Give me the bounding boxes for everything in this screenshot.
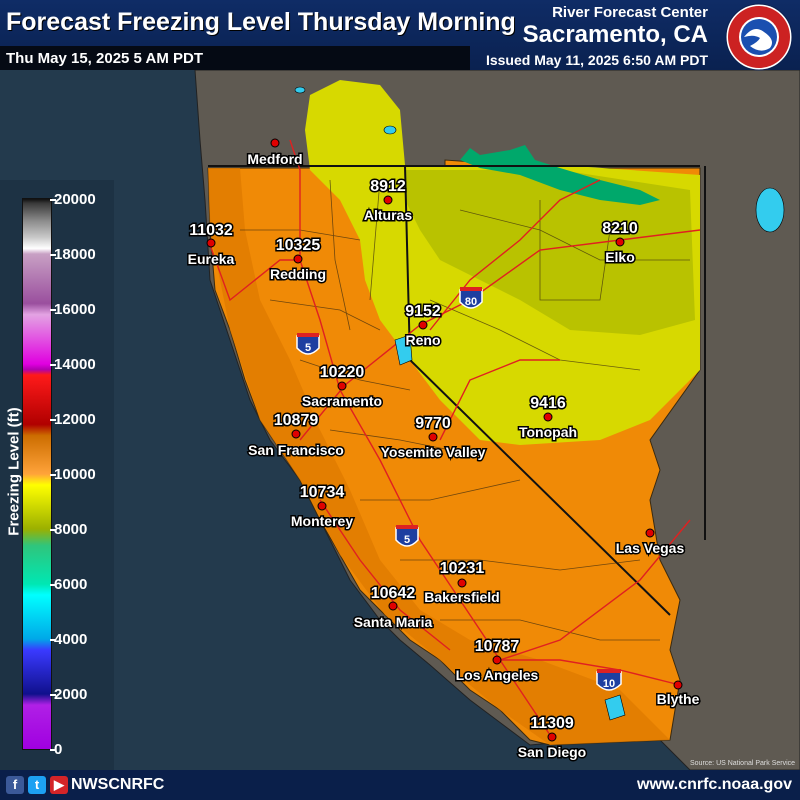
city-santa-maria: 10642 Santa Maria bbox=[352, 584, 434, 632]
color-legend: Freezing Level (ft) 20000 18000 16000 14… bbox=[0, 180, 114, 770]
city-eureka: 11032 Eureka bbox=[186, 221, 236, 269]
twitter-icon[interactable]: t bbox=[28, 776, 46, 794]
i10-shield-icon: 10 bbox=[596, 669, 622, 691]
city-bakersfield: 10231 Bakersfield bbox=[423, 559, 501, 607]
city-reno: 9152 Reno bbox=[404, 302, 443, 350]
city-name: Sacramento bbox=[302, 393, 382, 409]
city-san-francisco: 10879 San Francisco bbox=[247, 411, 346, 460]
i80-shield-icon: 80 bbox=[459, 287, 483, 309]
youtube-icon[interactable]: ▶ bbox=[50, 776, 68, 794]
city-name: Medford bbox=[247, 151, 302, 167]
city-name: Las Vegas bbox=[616, 540, 685, 556]
freezing-value: 9152 bbox=[405, 303, 441, 320]
city-name: Bakersfield bbox=[424, 589, 499, 605]
legend-tick: 2000 bbox=[50, 686, 114, 703]
office-location: Sacramento, CA bbox=[522, 21, 708, 48]
city-alturas: 8912 Alturas bbox=[362, 177, 413, 225]
city-san-diego: 11309 San Diego bbox=[516, 714, 587, 762]
freezing-value: 10325 bbox=[276, 237, 321, 254]
freezing-value: 10787 bbox=[475, 638, 520, 655]
city-name: Blythe bbox=[657, 691, 700, 707]
freezing-value: 10734 bbox=[300, 484, 345, 501]
city-las-vegas: Las Vegas bbox=[614, 528, 686, 558]
city-medford: Medford bbox=[246, 138, 304, 169]
i5-shield-icon: 5 bbox=[395, 525, 419, 547]
organization-name: River Forecast Center bbox=[552, 4, 708, 21]
interstate-shields: 80 5 5 10 bbox=[296, 287, 622, 691]
legend-tick: 6000 bbox=[50, 576, 114, 593]
city-name: Reno bbox=[406, 332, 441, 348]
page-title: Forecast Freezing Level Thursday Morning bbox=[6, 8, 516, 36]
city-los-angeles: 10787 Los Angeles bbox=[454, 637, 540, 685]
freezing-value: 10220 bbox=[320, 364, 365, 381]
valid-time: Thu May 15, 2025 5 AM PDT bbox=[6, 50, 204, 67]
facebook-icon[interactable]: f bbox=[6, 776, 24, 794]
legend-tick: 18000 bbox=[50, 246, 114, 263]
freezing-value: 10879 bbox=[274, 412, 319, 429]
freezing-value: 8210 bbox=[602, 220, 638, 237]
footer-bar: f t ▶ NWSCNRFC www.cnrfc.noaa.gov bbox=[0, 770, 800, 800]
legend-tick: 0 bbox=[50, 741, 114, 758]
city-name: San Diego bbox=[518, 744, 586, 760]
lakes bbox=[294, 86, 785, 721]
freezing-value: 10231 bbox=[440, 560, 485, 577]
shield-number: 10 bbox=[603, 678, 615, 690]
map-source: Source: US National Park Service bbox=[690, 760, 796, 767]
city-name: Los Angeles bbox=[456, 667, 539, 683]
city-sacramento: 10220 Sacramento bbox=[300, 363, 383, 411]
website-link[interactable]: www.cnrfc.noaa.gov bbox=[637, 776, 792, 793]
legend-tick: 12000 bbox=[50, 411, 114, 428]
shield-number: 5 bbox=[404, 534, 410, 546]
city-name: Monterey bbox=[291, 513, 353, 529]
freezing-value: 9770 bbox=[415, 415, 451, 432]
city-yosemite-valley: 9770 Yosemite Valley bbox=[379, 414, 487, 462]
valid-time-bar bbox=[0, 46, 470, 70]
city-name: Yosemite Valley bbox=[381, 444, 486, 460]
legend-tick: 4000 bbox=[50, 631, 114, 648]
legend-tick: 8000 bbox=[50, 521, 114, 538]
city-name: Tonopah bbox=[519, 424, 577, 440]
city-name: Redding bbox=[270, 266, 326, 282]
freezing-value: 9416 bbox=[530, 395, 566, 412]
dark-orange-zone bbox=[208, 168, 670, 745]
legend-tick: 10000 bbox=[50, 466, 114, 483]
city-redding: 10325 Redding bbox=[269, 236, 328, 284]
city-name: San Francisco bbox=[248, 442, 344, 458]
legend-title: Freezing Level (ft) bbox=[5, 407, 23, 536]
city-markers: Medford 8912 Alturas 11032 Eureka 10325 … bbox=[186, 138, 701, 762]
city-monterey: 10734 Monterey bbox=[289, 483, 354, 531]
legend-tick: 20000 bbox=[50, 191, 114, 208]
i5-shield-icon: 5 bbox=[296, 333, 320, 355]
freezing-value: 8912 bbox=[370, 178, 406, 195]
header-bar: Forecast Freezing Level Thursday Morning… bbox=[0, 0, 800, 71]
legend-tick: 14000 bbox=[50, 356, 114, 373]
shield-number: 80 bbox=[465, 296, 477, 308]
city-name: Alturas bbox=[364, 207, 412, 223]
freezing-value: 10642 bbox=[371, 585, 416, 602]
olive-zone bbox=[405, 170, 695, 335]
legend-tick: 16000 bbox=[50, 301, 114, 318]
freezing-level-map: 80 5 5 10 Medford 8912 Alturas bbox=[0, 70, 800, 770]
freezing-value: 11309 bbox=[530, 715, 574, 732]
nws-logo-icon bbox=[725, 3, 793, 71]
city-name: Elko bbox=[605, 249, 635, 265]
city-name: Eureka bbox=[188, 251, 235, 267]
city-tonopah: 9416 Tonopah bbox=[517, 394, 578, 442]
social-handle[interactable]: NWSCNRFC bbox=[71, 776, 165, 793]
city-elko: 8210 Elko bbox=[601, 219, 640, 267]
issued-time: Issued May 11, 2025 6:50 AM PDT bbox=[485, 52, 708, 68]
freezing-value: 11032 bbox=[189, 222, 233, 239]
city-blythe: Blythe bbox=[655, 680, 701, 709]
legend-color-ramp bbox=[22, 198, 52, 750]
green-zone bbox=[460, 145, 660, 205]
county-lines bbox=[240, 179, 690, 641]
city-name: Santa Maria bbox=[354, 614, 433, 630]
shield-number: 5 bbox=[305, 342, 311, 354]
